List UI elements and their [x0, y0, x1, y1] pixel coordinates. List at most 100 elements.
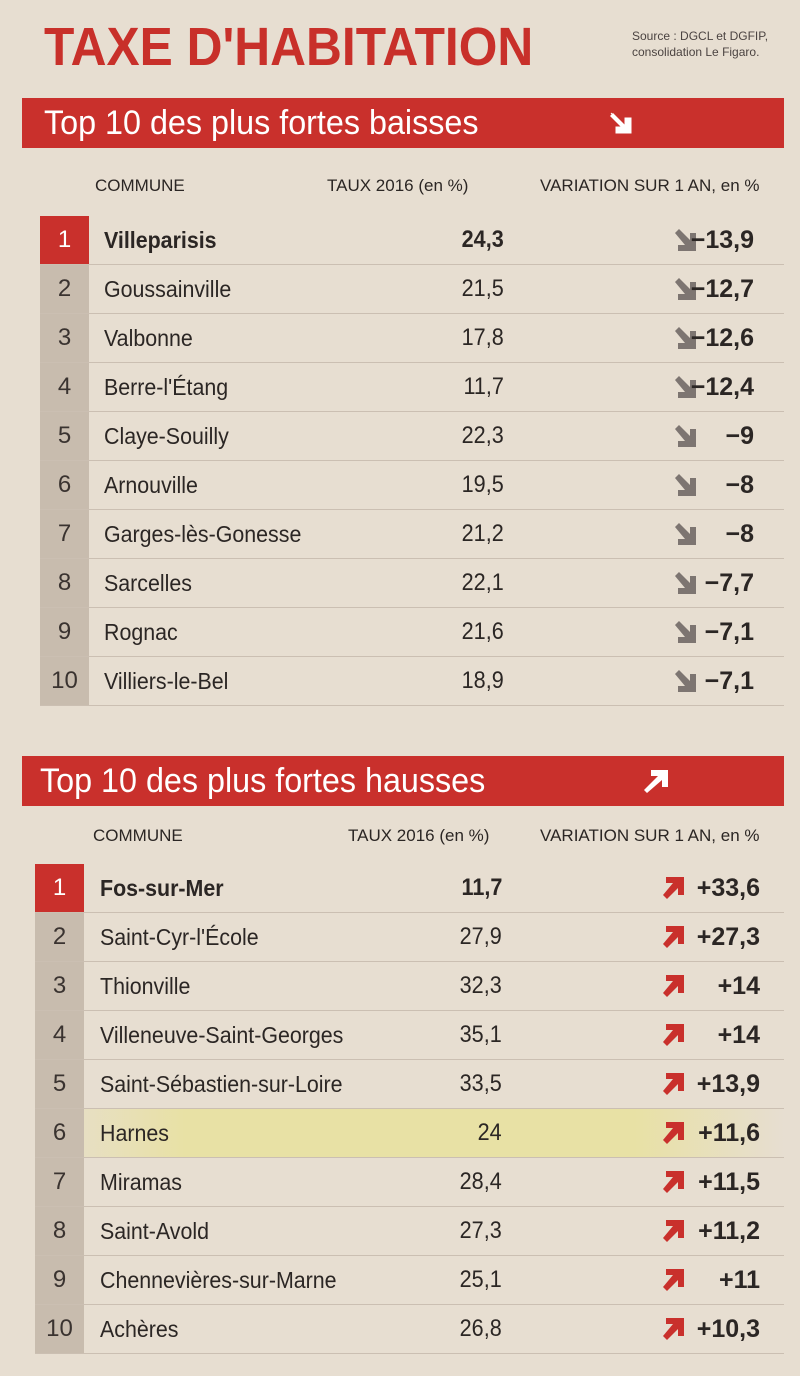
commune-name: Chennevières-sur-Marne: [100, 1267, 337, 1293]
taux-value: 21,6: [461, 618, 504, 645]
arrow-up-right-icon: [663, 1220, 684, 1242]
variation-value: −12,6: [690, 324, 754, 352]
rank-badge: 7: [40, 510, 89, 558]
taux-value: 19,5: [461, 471, 504, 498]
hausses-col-commune: COMMUNE: [93, 826, 183, 845]
taux-value: 22,3: [461, 422, 504, 449]
arrow-down-right-icon: [675, 278, 696, 300]
table-row: 2 Goussainville 21,5 −12,7: [40, 265, 784, 314]
taux-value: 11,7: [463, 373, 504, 400]
rank-badge: 4: [40, 363, 89, 411]
variation-value: −9: [725, 422, 754, 450]
taux-value: 33,5: [459, 1070, 502, 1097]
source-line-2: consolidation Le Figaro.: [632, 45, 760, 59]
taux-value: 17,8: [461, 324, 504, 351]
taux-value: 22,1: [461, 569, 504, 596]
arrow-down-right-icon: [610, 112, 632, 134]
rank-badge: 6: [40, 461, 89, 509]
rank-badge: 1: [40, 216, 89, 264]
variation-value: −7,1: [704, 667, 754, 695]
commune-name: Villeneuve-Saint-Georges: [100, 1022, 344, 1048]
rank-badge: 8: [40, 559, 89, 607]
commune-name: Saint-Cyr-l'École: [100, 924, 259, 950]
variation-value: −7,1: [704, 618, 754, 646]
rank-badge: 3: [40, 314, 89, 362]
table-row: 5 Saint-Sébastien-sur-Loire 33,5 +13,9: [35, 1060, 784, 1109]
arrow-up-right-icon: [663, 1171, 684, 1193]
table-row: 9 Rognac 21,6 −7,1: [40, 608, 784, 657]
hausses-col-taux: TAUX 2016 (en %): [348, 826, 490, 845]
variation-value: +33,6: [696, 874, 760, 902]
arrow-up-right-icon: [663, 1073, 684, 1095]
baisses-table: 1 Villeparisis 24,3 −13,9 2 Goussainville 21,5…: [40, 216, 784, 706]
table-row: 10 Achères 26,8 +10,3: [35, 1305, 784, 1354]
table-row: 1 Villeparisis 24,3 −13,9: [40, 216, 784, 265]
baisses-heading: Top 10 des plus fortes baisses: [44, 104, 479, 142]
table-row: 10 Villiers-le-Bel 18,9 −7,1: [40, 657, 784, 706]
variation-value: −12,7: [690, 275, 754, 303]
baisses-col-taux: TAUX 2016 (en %): [327, 176, 469, 195]
commune-name: Claye-Souilly: [104, 423, 229, 449]
rank-badge: 6: [35, 1109, 84, 1157]
taux-value: 25,1: [459, 1266, 502, 1293]
commune-name: Rognac: [104, 619, 178, 645]
variation-value: +14: [717, 1021, 760, 1049]
table-row: 3 Valbonne 17,8 −12,6: [40, 314, 784, 363]
hausses-heading: Top 10 des plus fortes hausses: [40, 762, 486, 800]
taux-value: 24: [477, 1119, 502, 1146]
taux-value: 18,9: [461, 667, 504, 694]
variation-value: −12,4: [690, 373, 754, 401]
rank-badge: 8: [35, 1207, 84, 1255]
arrow-down-right-icon: [675, 670, 696, 692]
variation-value: +11,5: [698, 1168, 760, 1196]
taux-value: 27,9: [459, 923, 502, 950]
arrow-up-right-icon: [663, 1024, 684, 1046]
taux-value: 21,5: [461, 275, 504, 302]
commune-name: Valbonne: [104, 325, 193, 351]
hausses-banner: Top 10 des plus fortes hausses: [22, 756, 784, 806]
commune-name: Arnouville: [104, 472, 198, 498]
variation-value: +11,2: [698, 1217, 760, 1245]
table-row: 4 Villeneuve-Saint-Georges 35,1 +14: [35, 1011, 784, 1060]
arrow-down-right-icon: [675, 572, 696, 594]
arrow-down-right-icon: [675, 523, 696, 545]
commune-name: Harnes: [100, 1120, 169, 1146]
taux-value: 28,4: [459, 1168, 502, 1195]
taux-value: 26,8: [459, 1315, 502, 1342]
hausses-table: 1 Fos-sur-Mer 11,7 +33,6 2 Saint-Cyr-l'École 2…: [35, 864, 784, 1354]
commune-name: Sarcelles: [104, 570, 192, 596]
taux-value: 27,3: [459, 1217, 502, 1244]
table-row: 9 Chennevières-sur-Marne 25,1 +11: [35, 1256, 784, 1305]
source-line-1: Source : DGCL et DGFIP,: [632, 29, 769, 43]
rank-badge: 7: [35, 1158, 84, 1206]
arrow-down-right-icon: [675, 229, 696, 251]
arrow-down-right-icon: [675, 474, 696, 496]
arrow-up-right-icon: [663, 877, 684, 899]
commune-name: Goussainville: [104, 276, 232, 302]
baisses-col-variation: VARIATION SUR 1 AN, en %: [540, 176, 760, 195]
arrow-up-right-icon: [663, 926, 684, 948]
table-row: 6 Harnes 24 +11,6: [35, 1109, 784, 1158]
rank-badge: 5: [40, 412, 89, 460]
variation-value: −13,9: [690, 226, 754, 254]
arrow-up-right-icon: [663, 975, 684, 997]
table-row: 7 Garges-lès-Gonesse 21,2 −8: [40, 510, 784, 559]
arrow-up-right-icon: [644, 770, 668, 793]
commune-name: Thionville: [100, 973, 191, 999]
variation-value: +13,9: [696, 1070, 760, 1098]
commune-name: Miramas: [100, 1169, 182, 1195]
commune-name: Saint-Sébastien-sur-Loire: [100, 1071, 343, 1097]
table-row: 2 Saint-Cyr-l'École 27,9 +27,3: [35, 913, 784, 962]
commune-name: Villeparisis: [104, 227, 217, 253]
variation-value: +10,3: [696, 1315, 760, 1343]
rank-badge: 3: [35, 962, 84, 1010]
rank-badge: 1: [35, 864, 84, 912]
rank-badge: 2: [40, 265, 89, 313]
variation-value: +11,6: [698, 1119, 760, 1147]
table-row: 3 Thionville 32,3 +14: [35, 962, 784, 1011]
variation-value: −7,7: [704, 569, 754, 597]
table-row: 8 Sarcelles 22,1 −7,7: [40, 559, 784, 608]
taux-value: 32,3: [459, 972, 502, 999]
table-row: 6 Arnouville 19,5 −8: [40, 461, 784, 510]
hausses-col-variation: VARIATION SUR 1 AN, en %: [540, 826, 760, 845]
